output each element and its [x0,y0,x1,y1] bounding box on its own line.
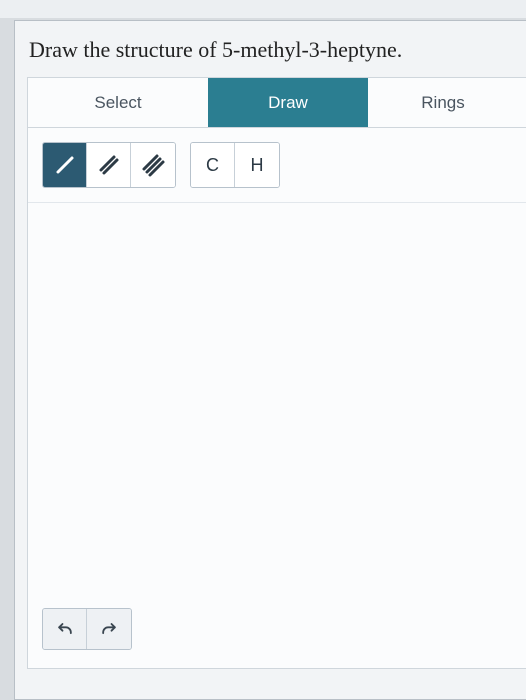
carbon-button[interactable]: C [191,143,235,187]
element-tool-group: C H [190,142,280,188]
single-bond-icon [52,152,78,178]
tab-rings[interactable]: Rings [368,78,518,127]
redo-button[interactable] [87,609,131,649]
page-top-strip [0,0,526,18]
undo-icon [55,619,75,639]
tab-select[interactable]: Select [28,78,208,127]
draw-toolbar: C H [28,128,526,203]
bond-tool-group [42,142,176,188]
question-panel: Draw the structure of 5-methyl-3-heptyne… [14,20,526,700]
tab-draw[interactable]: Draw [208,78,368,127]
single-bond-button[interactable] [43,143,87,187]
double-bond-button[interactable] [87,143,131,187]
triple-bond-icon [140,152,166,178]
drawing-canvas[interactable] [28,203,526,613]
history-tool-group [42,608,132,650]
undo-button[interactable] [43,609,87,649]
redo-icon [99,619,119,639]
question-prompt: Draw the structure of 5-methyl-3-heptyne… [25,33,526,77]
editor-tabs: Select Draw Rings [28,78,526,128]
structure-editor: Select Draw Rings [27,77,526,669]
hydrogen-button[interactable]: H [235,143,279,187]
double-bond-icon [96,152,122,178]
triple-bond-button[interactable] [131,143,175,187]
